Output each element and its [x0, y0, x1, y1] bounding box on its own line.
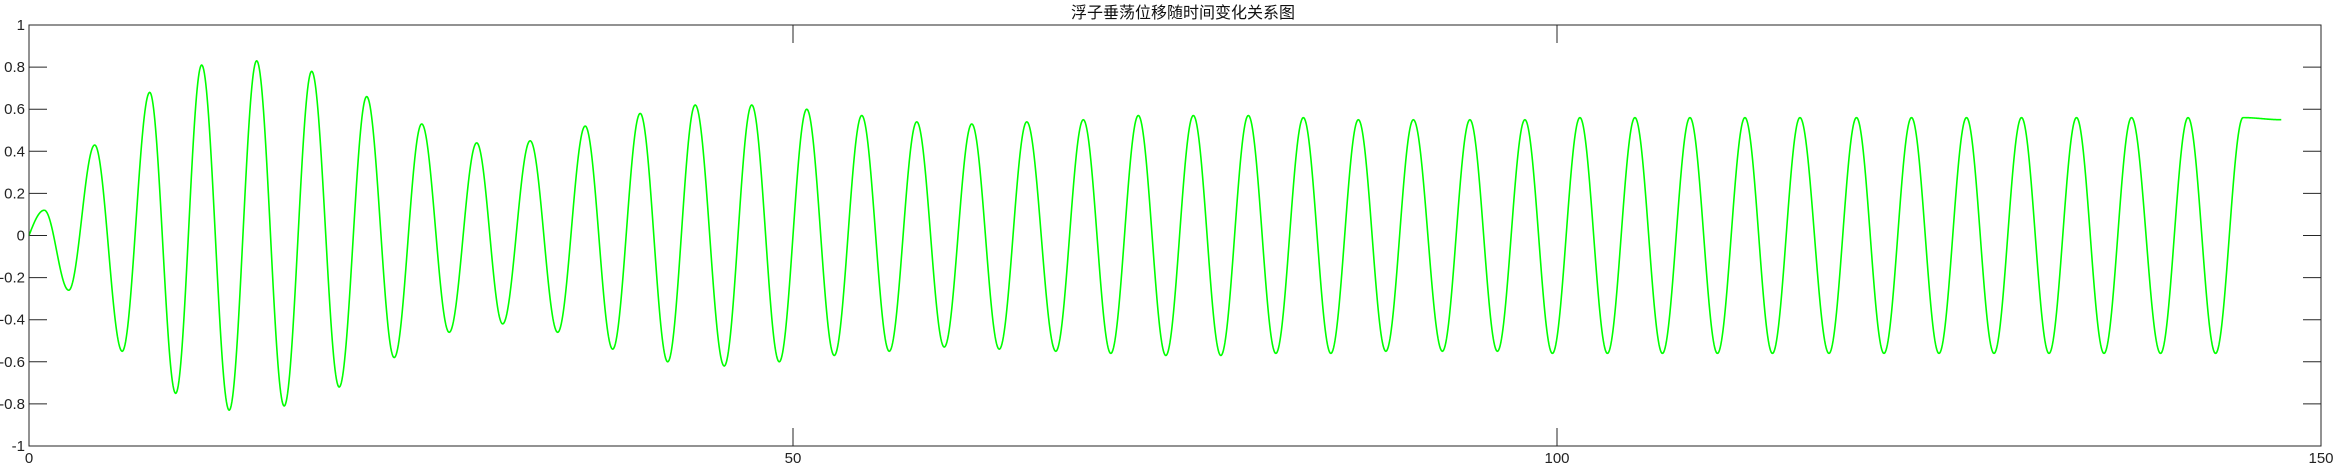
series-line-heave-displacement [28, 59, 2282, 412]
y-tick-label: -0.4 [0, 312, 25, 329]
y-tick-label: -1 [12, 438, 25, 455]
chart-title: 浮子垂荡位移随时间变化关系图 [1071, 3, 1295, 22]
y-tick-label: -0.8 [0, 396, 25, 413]
x-tick-label: 100 [1544, 450, 1569, 467]
y-tick-label: 1 [17, 17, 25, 34]
x-tick-label: 150 [2308, 450, 2333, 467]
axes: 0 50 100 150 -1 -0.8 -0.6 -0.4 -0.2 0 0.2 0.4 0.6 0.8… [0, 17, 2334, 467]
y-tick-label: 0 [17, 228, 25, 245]
y-tick-label: 0.2 [4, 185, 25, 202]
y-tick-label: 0.8 [4, 59, 25, 76]
y-tick-label: 0.4 [4, 143, 25, 160]
x-tick-label: 0 [25, 450, 33, 467]
plot-frame [28, 24, 2322, 447]
y-tick-label: -0.6 [0, 354, 25, 371]
y-tick-label: 0.6 [4, 101, 25, 118]
x-tick-label: 50 [785, 450, 802, 467]
y-tick-label: -0.2 [0, 270, 25, 287]
